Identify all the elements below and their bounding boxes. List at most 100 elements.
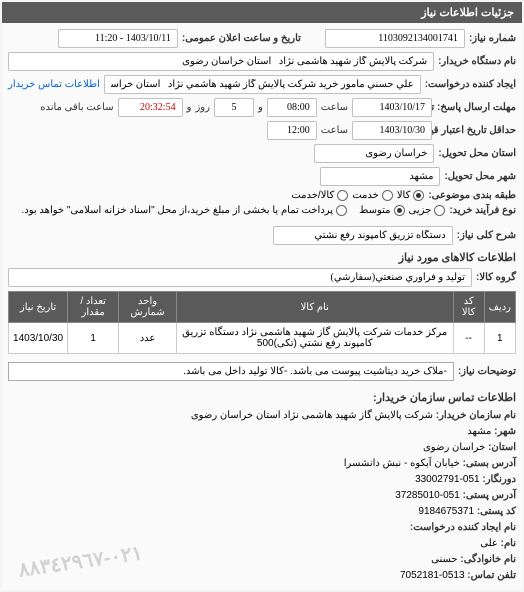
city-input[interactable]: [320, 167, 440, 186]
validity-date-input[interactable]: [352, 121, 432, 140]
days-input[interactable]: [214, 98, 254, 117]
radio-jozi-label: جزیی: [409, 205, 432, 216]
creator-name-label: نام ایجاد کننده درخواست:: [410, 522, 516, 533]
panel-header: جزئیات اطلاعات نیاز: [2, 2, 522, 23]
radio-motavaset-item[interactable]: متوسط: [359, 205, 404, 216]
radio-motavaset-label: متوسط: [359, 205, 390, 216]
th-4: تعداد / مقدار: [68, 292, 119, 323]
info-creator: نام ایجاد کننده درخواست:: [8, 520, 516, 536]
address-label: آدرس بستی:: [463, 458, 516, 469]
radio-kala-label: کالا: [397, 190, 411, 201]
contact-section-title: اطلاعات تماس سازمان خریدار:: [8, 391, 516, 404]
td-3: عدد: [119, 323, 177, 354]
and-label: و: [258, 102, 263, 113]
remaining-time-input[interactable]: [118, 98, 183, 117]
name-value: علی: [480, 538, 498, 549]
fax-label: دورنگار:: [482, 474, 516, 485]
time-label-1: ساعت: [321, 102, 348, 113]
name-label: نام:: [501, 538, 516, 549]
row-buyer-unit: نام دستگاه خریدار:: [8, 52, 516, 71]
info-city: شهر: مشهد: [8, 424, 516, 440]
td-2: مرکز خدمات شرکت پالایش گاز شهید هاشمی نژ…: [176, 323, 453, 354]
need-number-input[interactable]: [325, 29, 465, 48]
need-title-label: شرح کلی نیاز:: [457, 230, 516, 241]
info-org: نام سازمان خریدار: شرکت پالایش گاز شهید …: [8, 408, 516, 424]
panel-body: شماره نیاز: تاریخ و ساعت اعلان عمومی: نا…: [2, 23, 522, 590]
th-5: تاریخ نیاز: [9, 292, 68, 323]
need-number-label: شماره نیاز:: [469, 33, 516, 44]
city2-label: شهر:: [494, 426, 516, 437]
table-row[interactable]: 1 -- مرکز خدمات شرکت پالایش گاز شهید هاش…: [9, 323, 516, 354]
td-4: 1: [68, 323, 119, 354]
td-1: --: [453, 323, 484, 354]
need-title-input[interactable]: [273, 226, 453, 245]
requester-input[interactable]: [104, 75, 421, 94]
row-deadline: مهلت ارسال پاسخ: تا تاریخ: ساعت و روز و …: [8, 98, 516, 117]
table-header-row: ردیف کد کالا نام کالا واحد شمارش تعداد /…: [9, 292, 516, 323]
th-0: ردیف: [484, 292, 515, 323]
payment-label: نوع فرآیند خرید:: [449, 205, 516, 216]
row-need-number: شماره نیاز: تاریخ و ساعت اعلان عمومی:: [8, 29, 516, 48]
radio-jozi-item[interactable]: جزیی: [409, 205, 446, 216]
deadline-date-input[interactable]: [352, 98, 432, 117]
org-name: شرکت پالایش گاز شهید هاشمی نژاد استان خر…: [191, 410, 433, 421]
validity-label: حداقل تاریخ اعتبار قیمت: تا تاریخ:: [436, 125, 516, 136]
row-province: استان محل تحویل:: [8, 144, 516, 163]
note-label: توضیحات نیاز:: [458, 366, 516, 377]
deadline-time-input[interactable]: [267, 98, 317, 117]
radio-jozi[interactable]: [434, 205, 445, 216]
td-5: 1403/10/30: [9, 323, 68, 354]
radio-kala[interactable]: [413, 190, 424, 201]
radio-khedmat-label: خدمت: [352, 190, 379, 201]
radio-khedmat[interactable]: [382, 190, 393, 201]
address: خیابان آبکوه - نبش دانشسرا: [344, 458, 460, 469]
row-group-type: طبقه بندی موضوعی: کالا خدمت کالا/خدمت: [8, 190, 516, 201]
row-validity: حداقل تاریخ اعتبار قیمت: تا تاریخ: ساعت: [8, 121, 516, 140]
requester-label: ایجاد کننده درخواست:: [425, 79, 516, 90]
info-section: نام سازمان خریدار: شرکت پالایش گاز شهید …: [8, 408, 516, 584]
goods-group-input[interactable]: [8, 268, 472, 287]
deadline-label: مهلت ارسال پاسخ: تا تاریخ:: [436, 102, 516, 113]
postcode: 9184675371: [418, 506, 474, 517]
province-input[interactable]: [314, 144, 434, 163]
payment-note: پرداخت تمام یا بخشی از مبلغ خرید،از محل …: [21, 205, 333, 216]
family-value: حسنی: [431, 554, 457, 565]
postal-value: 051-37285010: [395, 490, 460, 501]
org-name-label: نام سازمان خریدار:: [436, 410, 516, 421]
payment-note-item: پرداخت تمام یا بخشی از مبلغ خرید،از محل …: [21, 205, 347, 216]
buyer-unit-input[interactable]: [8, 52, 434, 71]
postcode-label: کد پستی:: [477, 506, 516, 517]
group-type-radios: کالا خدمت کالا/خدمت: [291, 190, 424, 201]
td-0: 1: [484, 323, 515, 354]
note-box: -ملاک خرید دیتاشیت پیوست می باشد. -کالا …: [8, 362, 454, 381]
family-label: نام خانوادگی:: [460, 554, 516, 565]
row-city: شهر محل تحویل:: [8, 167, 516, 186]
goods-table: ردیف کد کالا نام کالا واحد شمارش تعداد /…: [8, 291, 516, 354]
row-requester: ایجاد کننده درخواست: اطلاعات تماس خریدار: [8, 75, 516, 94]
radio-kala-khedmat[interactable]: [337, 190, 348, 201]
province2: خراسان رضوی: [423, 442, 485, 453]
postal-label: آدرس پستی:: [463, 490, 516, 501]
info-family: نام خانوادگی: حسنی: [8, 552, 516, 568]
announce-input[interactable]: [58, 29, 178, 48]
goods-section-title: اطلاعات کالاهای مورد نیاز: [8, 251, 516, 264]
payment-radios: جزیی متوسط: [359, 205, 445, 216]
contact-section: اطلاعات تماس سازمان خریدار: نام سازمان خ…: [8, 391, 516, 584]
info-name: نام: علی: [8, 536, 516, 552]
radio-kala-item[interactable]: کالا: [397, 190, 425, 201]
info-postcode: کد پستی: 9184675371: [8, 504, 516, 520]
goods-group-label: گروه کالا:: [476, 272, 516, 283]
radio-motavaset[interactable]: [394, 205, 405, 216]
buyer-contact-link[interactable]: اطلاعات تماس خریدار: [8, 79, 100, 90]
row-payment: نوع فرآیند خرید: جزیی متوسط پرداخت تمام …: [8, 205, 516, 216]
validity-time-input[interactable]: [267, 121, 317, 140]
announce-label: تاریخ و ساعت اعلان عمومی:: [182, 33, 301, 44]
radio-kala-khedmat-item[interactable]: کالا/خدمت: [291, 190, 348, 201]
radio-khedmat-item[interactable]: خدمت: [352, 190, 393, 201]
th-2: نام کالا: [176, 292, 453, 323]
radio-payment-note[interactable]: [336, 205, 347, 216]
city-label: شهر محل تحویل:: [444, 171, 516, 182]
row-goods-group: گروه کالا:: [8, 268, 516, 287]
info-province: استان: خراسان رضوی: [8, 440, 516, 456]
th-3: واحد شمارش: [119, 292, 177, 323]
